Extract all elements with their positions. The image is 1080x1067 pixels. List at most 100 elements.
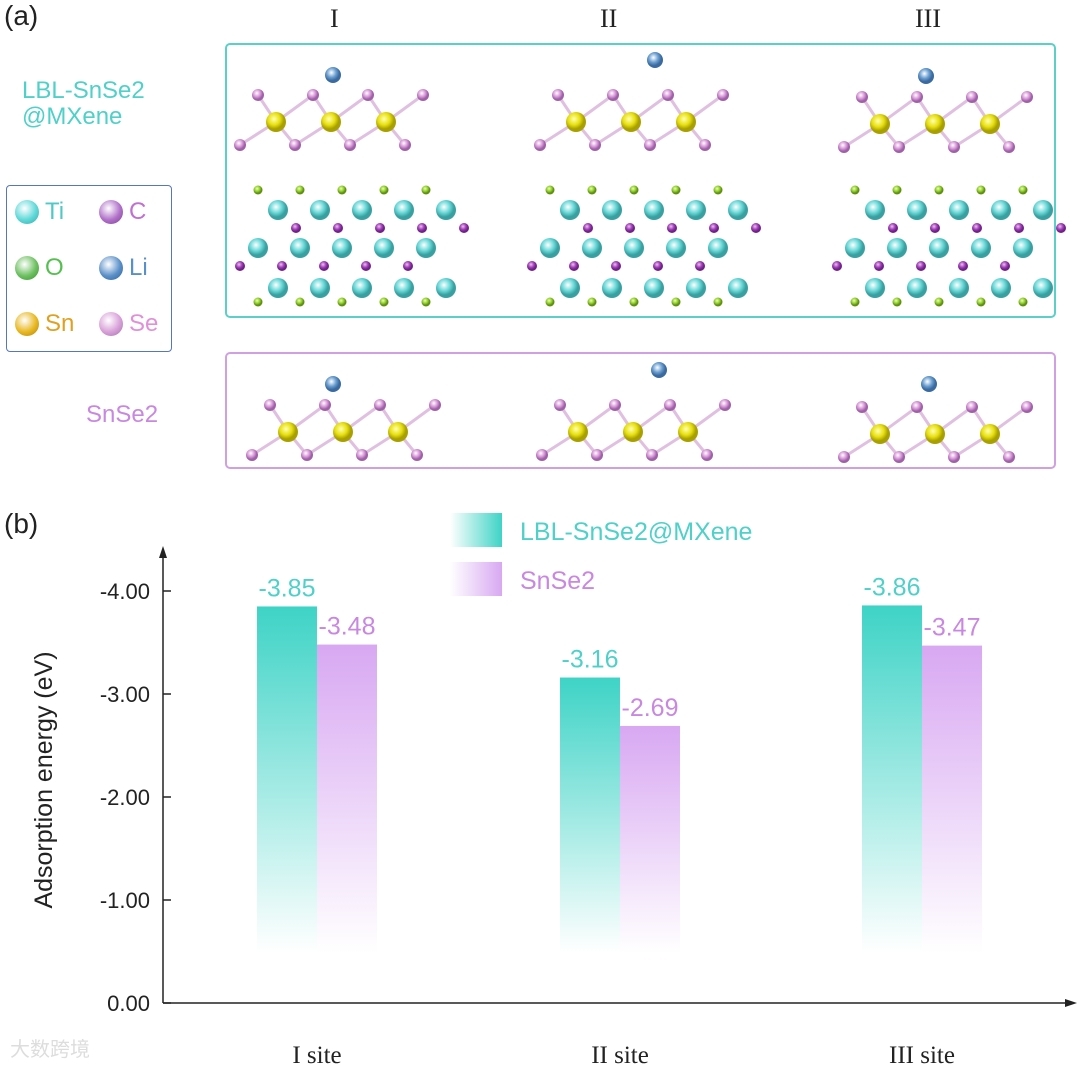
c-atom [277,261,287,271]
c-atom [611,261,621,271]
ti-atom [991,200,1011,220]
snse2-structure-box [225,352,1056,469]
se-atom [554,399,566,411]
ti-atom [582,238,602,258]
se-atom [534,139,546,151]
ti-atom [644,278,664,298]
sn-atom [333,422,353,442]
se-atom [1003,451,1015,463]
ti-atom [708,238,728,258]
c-atom [375,223,385,233]
legend-o: O [15,254,64,282]
sn-atom [388,422,408,442]
se-atom [1003,141,1015,153]
c-atom [1056,223,1066,233]
row-label-line1: LBL-SnSe2 [22,77,145,104]
panel-a-label: (a) [4,0,39,31]
ti-atom [907,278,927,298]
legend-label: O [45,254,64,281]
o-atom [1018,185,1028,195]
se-atom [856,401,868,413]
o-atom [934,297,944,307]
sn-atom [566,112,586,132]
ti-atom [394,200,414,220]
se-atom [301,449,313,461]
legend-swatch-lbl [450,513,502,547]
c-atom [667,223,677,233]
ti-atom [436,200,456,220]
o-atom [545,185,555,195]
site-label-i: I [330,4,339,33]
ti-atom [560,278,580,298]
se-atom [246,449,258,461]
o-atom [295,297,305,307]
o-atom [892,297,902,307]
se-atom [362,89,374,101]
panel-b-label: (b) [4,508,39,539]
se-atom [234,139,246,151]
ti-atom [845,238,865,258]
c-atom-icon [99,200,123,224]
o-atom [629,297,639,307]
ti-atom [1013,238,1033,258]
o-atom [337,297,347,307]
ti-atom [352,200,372,220]
se-atom [838,451,850,463]
legend-ti: Ti [15,198,64,226]
lbl-structure-box [225,43,1056,318]
sn-atom [266,112,286,132]
sn-atom [376,112,396,132]
legend-li: Li [99,254,148,282]
ti-atom [686,200,706,220]
row-label-line2: @MXene [22,103,123,131]
li-atom [921,376,937,392]
ti-atom [907,200,927,220]
sn-atom [980,424,1000,444]
c-atom [972,223,982,233]
se-atom [552,89,564,101]
row-label-lbl: LBL-SnSe2 @MXene [22,77,145,131]
c-atom [459,223,469,233]
y-axis-arrow-icon [159,546,167,558]
data-label: -3.85 [259,574,316,602]
se-atom [662,89,674,101]
se-atom [948,141,960,153]
legend-label: Se [129,310,159,337]
ti-atom [865,278,885,298]
element-legend: Ti C O Li Sn Se [6,185,172,352]
se-atom-icon [99,312,123,336]
legend-swatch-snse2 [450,562,502,596]
data-label: -3.86 [864,573,921,601]
ti-atom [644,200,664,220]
y-tick-label: -2.00 [100,785,150,810]
se-atom [1021,91,1033,103]
y-tick-label: -1.00 [100,888,150,913]
ti-atom [310,200,330,220]
legend-se: Se [99,310,158,338]
ti-atom [374,238,394,258]
c-atom [930,223,940,233]
se-atom [966,401,978,413]
c-atom [319,261,329,271]
c-atom [625,223,635,233]
se-atom [607,89,619,101]
sn-atom [870,114,890,134]
c-atom [916,261,926,271]
ti-atom [971,238,991,258]
watermark: 大数跨境 [10,1039,90,1061]
c-atom [333,223,343,233]
o-atom-icon [15,256,39,280]
sn-atom [925,424,945,444]
ti-atom [268,278,288,298]
se-atom [356,449,368,461]
sn-atom [925,114,945,134]
li-atom [918,68,934,84]
o-atom [713,185,723,195]
o-atom [379,185,389,195]
x-tick-label: II site [591,1042,649,1067]
se-atom [717,89,729,101]
se-atom [966,91,978,103]
ti-atom [666,238,686,258]
c-atom [569,261,579,271]
